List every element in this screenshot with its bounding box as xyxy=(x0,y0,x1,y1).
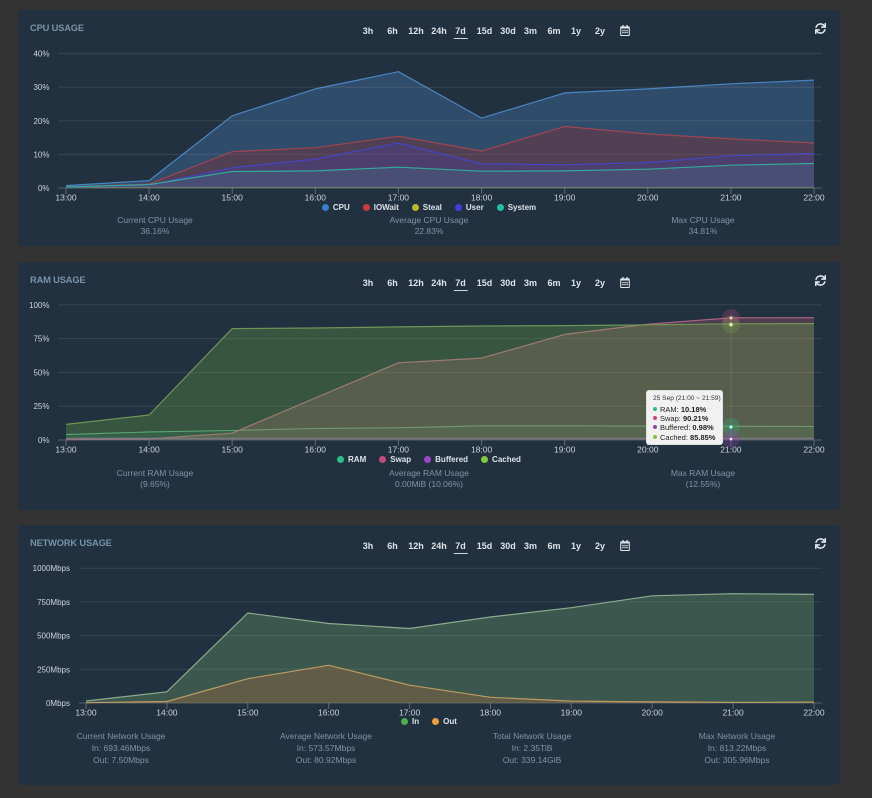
svg-text:13:00: 13:00 xyxy=(55,445,77,455)
svg-text:15:00: 15:00 xyxy=(222,445,244,455)
svg-text:17:00: 17:00 xyxy=(399,708,421,718)
svg-text:19:00: 19:00 xyxy=(554,445,576,455)
svg-text:22:00: 22:00 xyxy=(803,445,825,455)
svg-text:0Mbps: 0Mbps xyxy=(46,699,70,708)
svg-text:16:00: 16:00 xyxy=(305,193,327,203)
svg-text:18:00: 18:00 xyxy=(471,445,493,455)
svg-text:15:00: 15:00 xyxy=(237,708,259,718)
svg-text:20:00: 20:00 xyxy=(637,445,659,455)
svg-text:13:00: 13:00 xyxy=(75,708,97,718)
svg-text:25%: 25% xyxy=(33,402,49,411)
svg-text:14:00: 14:00 xyxy=(138,193,160,203)
svg-text:75%: 75% xyxy=(33,335,49,344)
svg-text:21:00: 21:00 xyxy=(720,445,742,455)
svg-text:16:00: 16:00 xyxy=(318,708,340,718)
svg-text:18:00: 18:00 xyxy=(471,193,493,203)
svg-text:14:00: 14:00 xyxy=(156,708,178,718)
svg-text:40%: 40% xyxy=(33,50,49,59)
svg-text:250Mbps: 250Mbps xyxy=(37,665,70,674)
svg-text:750Mbps: 750Mbps xyxy=(37,598,70,607)
svg-text:20:00: 20:00 xyxy=(642,708,664,718)
svg-text:22:00: 22:00 xyxy=(803,708,825,718)
svg-text:21:00: 21:00 xyxy=(720,193,742,203)
svg-text:50%: 50% xyxy=(33,368,49,377)
svg-text:22:00: 22:00 xyxy=(803,193,825,203)
svg-text:1000Mbps: 1000Mbps xyxy=(33,564,70,573)
svg-text:19:00: 19:00 xyxy=(561,708,583,718)
svg-text:16:00: 16:00 xyxy=(305,445,327,455)
svg-text:17:00: 17:00 xyxy=(388,445,410,455)
svg-text:20%: 20% xyxy=(33,117,49,126)
svg-text:30%: 30% xyxy=(33,83,49,92)
svg-text:10%: 10% xyxy=(33,150,49,159)
svg-text:17:00: 17:00 xyxy=(388,193,410,203)
svg-text:15:00: 15:00 xyxy=(222,193,244,203)
svg-text:0%: 0% xyxy=(38,436,50,445)
svg-text:19:00: 19:00 xyxy=(554,193,576,203)
svg-text:100%: 100% xyxy=(29,301,49,310)
svg-text:500Mbps: 500Mbps xyxy=(37,632,70,641)
svg-text:21:00: 21:00 xyxy=(722,708,744,718)
svg-text:20:00: 20:00 xyxy=(637,193,659,203)
svg-text:14:00: 14:00 xyxy=(138,445,160,455)
svg-text:13:00: 13:00 xyxy=(55,193,77,203)
svg-text:18:00: 18:00 xyxy=(480,708,502,718)
svg-text:0%: 0% xyxy=(38,184,50,193)
